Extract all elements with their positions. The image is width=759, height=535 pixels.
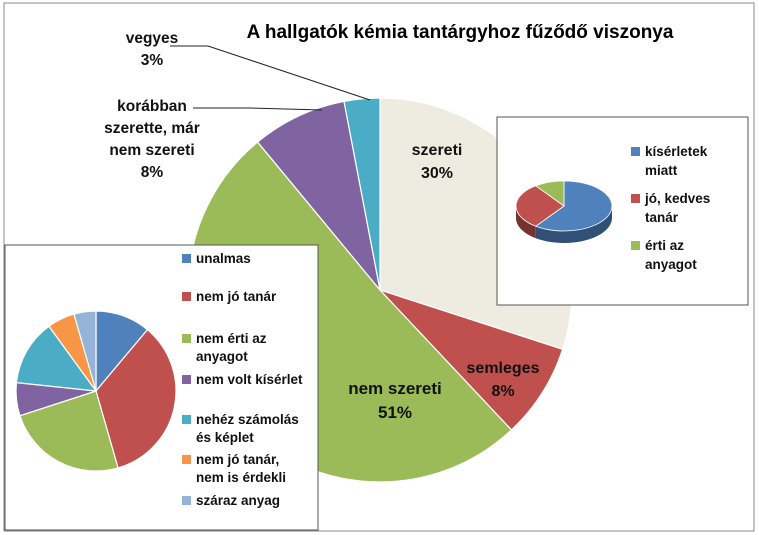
likes-legend-label-3: érti az anyagot <box>645 238 697 272</box>
main-pie-slice-5 <box>343 97 381 291</box>
main-pie-slice-2 <box>379 289 564 431</box>
chart-title: A hallgatók kémia tantárgyhoz fűződő vis… <box>247 22 674 43</box>
dislikes-legend-label-5: nehéz számolás és képlet <box>196 412 299 445</box>
dislikes-legend-swatch-3 <box>182 334 191 343</box>
dislikes-pie-slice-7 <box>73 310 97 392</box>
main-slice-labels: szereti 30% semleges 8% nem szereti 51% korább… <box>104 30 539 422</box>
likes-legend-swatch-1 <box>631 147 640 156</box>
likes-breakdown-panel: kísérletek miatt jó, kedves tanár érti az any… <box>496 116 749 306</box>
dislikes-pie-slice-3 <box>19 390 119 472</box>
main-label-3: nem szereti 51% <box>348 379 442 422</box>
dislikes-legend-label-6: nem jó tanár, nem is érdekli <box>196 452 286 485</box>
likes-slice-side-1 <box>535 206 612 243</box>
main-label-4: korábban szerette, már nem szereti 8% <box>104 98 200 181</box>
dislikes-legend-swatch-5 <box>182 415 191 424</box>
dislikes-legend-label-4: nem volt kísérlet <box>196 372 303 387</box>
dislikes-legend-label-3: nem érti az anyagot <box>196 331 267 364</box>
main-label-5: vegyes 3% <box>126 30 179 69</box>
likes-legend: kísérletek miatt jó, kedves tanár érti az any… <box>631 144 710 272</box>
dislikes-legend-swatch-2 <box>182 292 191 301</box>
dislikes-legend-label-1: unalmas <box>196 251 251 266</box>
dislikes-legend-swatch-6 <box>182 455 191 464</box>
likes-slice-2 <box>515 185 565 227</box>
dislikes-legend-label-7: száraz anyag <box>196 493 280 508</box>
dislikes-legend-swatch-1 <box>182 254 191 263</box>
likes-legend-label-1: kísérletek miatt <box>645 144 708 178</box>
likes-legend-label-2: jó, kedves tanár <box>644 191 710 225</box>
dislikes-breakdown-panel: unalmas nem jó tanár nem érti az anyagot nem… <box>4 244 319 531</box>
likes-3d-pie <box>515 180 613 243</box>
likes-slice-side-2 <box>516 206 536 239</box>
dislikes-legend-label-2: nem jó tanár <box>196 289 277 304</box>
dislikes-legend: unalmas nem jó tanár nem érti az anyagot nem… <box>182 251 303 508</box>
dislikes-pie-slice-2 <box>95 328 177 469</box>
main-label-1: szereti 30% <box>412 142 463 182</box>
dislikes-legend-swatch-7 <box>182 496 191 505</box>
likes-slice-1 <box>534 180 613 232</box>
dislikes-pie <box>15 310 177 472</box>
main-label-2: semleges 8% <box>467 360 540 400</box>
dislikes-pie-slice-5 <box>15 325 98 392</box>
likes-legend-swatch-2 <box>631 194 640 203</box>
main-leader-lines <box>170 45 371 111</box>
likes-slice-3 <box>534 180 565 207</box>
dislikes-legend-swatch-4 <box>182 375 191 384</box>
main-pie-slice-4 <box>256 100 381 291</box>
leader-line-korabban <box>193 107 323 111</box>
leader-line-vegyes <box>170 45 371 101</box>
likes-legend-swatch-3 <box>631 241 640 250</box>
